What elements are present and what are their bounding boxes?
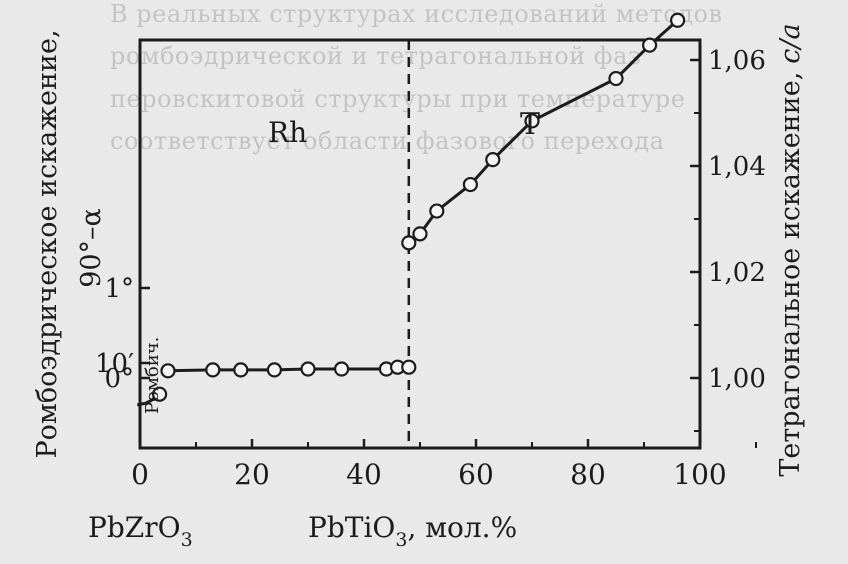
y-right-tick-label: 1,00 (708, 364, 766, 394)
data-point (300, 361, 316, 377)
data-point (669, 12, 686, 28)
y-left-ticks: 1° 10′0° (95, 274, 150, 394)
series-curves (136, 19, 679, 407)
x-ticks: 0 20 40 60 80 100 (131, 439, 757, 491)
pbzro3-base: PbZrO (88, 511, 181, 544)
y-right-axis-title: Тетрагональное искажение, (775, 72, 806, 477)
x-tick-label: 0 (131, 458, 149, 491)
y-left-tick-label: 10′ (95, 349, 134, 379)
pbtio3-sub: 3 (395, 529, 407, 551)
data-point (401, 235, 417, 251)
x-tick-label: 20 (234, 458, 270, 491)
x-axis-label: PbTiO3, мол.% (308, 511, 517, 551)
data-point (641, 37, 658, 53)
x-tick-label: 100 (673, 458, 726, 491)
series-line-rh (167, 365, 409, 373)
region-label-orth: Ромбич. (142, 337, 163, 414)
pbtio3-base: PbTiO (308, 511, 395, 544)
data-point (462, 176, 478, 193)
y-left-tick-label: 1° (104, 274, 134, 304)
data-point (412, 226, 428, 242)
data-point (608, 70, 624, 87)
y-left-axis-quantity: 90°–α (76, 208, 107, 288)
pbzro3-sub: 3 (181, 529, 193, 551)
y-left-axis-title: Ромбоэдрическое искажение, (32, 29, 63, 458)
data-point (485, 152, 501, 168)
series-line-t (407, 19, 679, 244)
y-right-ticks: 1,06 1,04 1,02 1,00 (690, 46, 766, 432)
region-label-t: T (520, 107, 540, 142)
data-point (524, 113, 540, 129)
y-right-axis-var: c/a (775, 23, 806, 63)
y-left-tick-label: 0° (104, 364, 134, 394)
x-tick-label: 40 (346, 458, 382, 491)
plot-frame (138, 38, 702, 450)
series-markers (152, 12, 686, 402)
y-left-axis-label: Ромбоэдрическое искажение, 90°–α (32, 29, 107, 458)
x-tick-label: 80 (570, 458, 606, 491)
data-point (401, 359, 417, 375)
y-right-axis-label: Тетрагональное искажение, c/a (775, 23, 806, 476)
x-tick-label: 60 (458, 458, 494, 491)
y-right-tick-label: 1,04 (708, 152, 766, 182)
x-axis-left-end-label: PbZrO3 (88, 511, 193, 551)
y-right-tick-label: 1,06 (708, 46, 766, 76)
pbtio3-suffix: , мол.% (407, 511, 517, 544)
region-label-rh: Rh (268, 116, 307, 149)
data-point (334, 361, 350, 377)
data-point (233, 362, 249, 378)
y-right-tick-label: 1,02 (708, 258, 766, 288)
svg-text:Тетрагональное искажение,c/a: Тетрагональное искажение, c/a (775, 23, 806, 476)
data-point (266, 362, 282, 378)
data-point (205, 362, 221, 378)
data-point (429, 203, 445, 219)
data-point (152, 386, 168, 402)
data-point (160, 363, 176, 379)
